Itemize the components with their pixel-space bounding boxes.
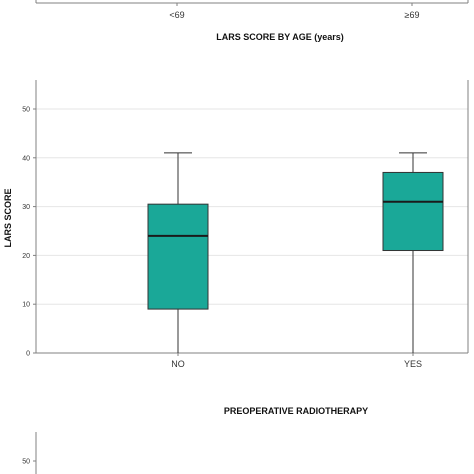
chart-top: <69 ≥69 LARS SCORE BY AGE (years) (36, 0, 468, 42)
mid-y-tick-label: 50 (22, 107, 30, 114)
top-cat-label-0: <69 (169, 10, 184, 20)
mid-boxes (148, 153, 443, 353)
mid-y-tick-label: 30 (22, 204, 30, 211)
bottom-y-tick-label: 50 (22, 459, 30, 466)
mid-y-ticks: 0 10 20 30 40 50 (22, 107, 36, 358)
mid-x-tick-label: YES (404, 359, 422, 369)
top-x-axis-title: LARS SCORE BY AGE (years) (216, 32, 344, 42)
mid-y-axis-title: LARS SCORE (3, 188, 13, 247)
chart-bottom: 50 (22, 432, 36, 474)
mid-y-tick-label: 0 (26, 351, 30, 358)
mid-y-tick-label: 20 (22, 253, 30, 260)
box-no (148, 153, 208, 353)
mid-x-ticks: NO YES (171, 353, 422, 369)
mid-y-tick-label: 10 (22, 302, 30, 309)
chart-mid: 0 10 20 30 40 50 NO YES LARS SCORE PREOPERATIV… (3, 80, 468, 416)
box-yes (383, 153, 443, 353)
top-cat-label-1: ≥69 (405, 10, 420, 20)
box-iqr (383, 172, 443, 250)
mid-x-tick-label: NO (171, 359, 185, 369)
box-iqr (148, 204, 208, 309)
mid-x-axis-title: PREOPERATIVE RADIOTHERAPY (224, 406, 368, 416)
bottom-y-ticks: 50 (22, 459, 36, 466)
mid-y-tick-label: 40 (22, 155, 30, 162)
